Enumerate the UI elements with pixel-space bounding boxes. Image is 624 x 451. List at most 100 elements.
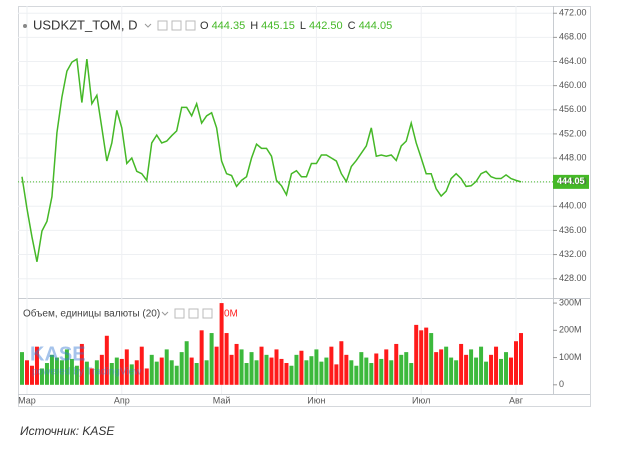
volume-tick-label: 0 [559,379,564,389]
volume-bar [24,360,29,385]
dropdown-icon[interactable] [144,23,152,28]
x-tick-label: Июн [307,395,325,405]
volume-bar [149,354,154,385]
ohlc-name: H [250,20,258,32]
volume-bar [514,341,519,385]
x-tick-label: Июл [412,395,430,405]
dropdown-icon[interactable] [161,311,169,316]
volume-bar [484,361,489,385]
volume-bar [29,365,34,385]
x-tick-label: Май [213,395,231,405]
volume-bar [104,335,109,385]
volume-bar [464,354,469,385]
volume-bar [139,346,144,385]
volume-bar [334,364,339,385]
volume-bar [344,354,349,385]
volume-bar [439,349,444,385]
volume-bar [509,357,514,385]
volume-title: Объем, единицы валюты (20) [23,308,160,320]
y-tick-label: 440.00 [559,201,587,211]
eye-button[interactable] [157,20,168,31]
x-tick-label: Авг [509,395,524,405]
volume-bar [324,357,329,385]
volume-bar [44,363,49,385]
settings-button[interactable] [188,308,199,319]
volume-bar [519,333,523,385]
volume-bar [394,343,399,385]
volume-bar [194,363,199,385]
ohlc-name: O [200,20,209,32]
volume-bar [229,354,234,385]
y-tick-label: 428.00 [559,273,587,283]
volume-bar [144,368,149,385]
volume-bar [489,354,494,385]
volume-bar [89,368,94,385]
volume-bar [354,365,359,385]
volume-bar [249,352,254,385]
volume-bar [259,346,264,385]
y-tick-label: 472.00 [559,8,587,18]
volume-bar [64,349,69,385]
watermark-logo: KASE [30,343,86,365]
volume-tick-label: 100M [559,352,582,362]
volume-bar [159,357,164,385]
volume-bar [169,360,174,385]
y-tick-label: 460.00 [559,80,587,90]
volume-bar [59,360,64,385]
volume-bar [364,357,369,385]
volume-bar [369,363,374,385]
volume-bar [79,343,84,385]
y-tick-label: 468.00 [559,32,587,42]
volume-bar [329,346,334,385]
volume-bar [414,324,419,385]
volume-tick-label: 200M [559,325,582,335]
volume-bar [309,356,314,385]
ohlc-value: 442.50 [309,20,343,32]
volume-bar [399,354,404,385]
volume-bar [429,333,434,385]
volume-bar [294,354,299,385]
volume-bar [469,349,474,385]
volume-bar [164,349,169,385]
legend-dot [23,24,27,28]
close-button[interactable] [202,308,213,319]
volume-bar [209,333,214,385]
y-tick-label: 444.00 [559,177,587,187]
volume-bar [314,349,319,385]
volume-bar [304,360,309,385]
ohlc-value: 444.05 [359,20,393,32]
settings-button[interactable] [171,20,182,31]
volume-bar [94,360,99,385]
volume-tick-label: 300M [559,297,582,307]
last-value-box [553,174,589,189]
volume-bar [74,365,79,385]
volume-bar [224,333,229,385]
volume-bar [339,341,344,385]
eye-button[interactable] [174,308,185,319]
volume-bar [499,358,504,385]
volume-bar [234,343,239,385]
volume-bar [409,363,414,385]
volume-bar [54,357,59,385]
volume-bar [454,360,459,385]
volume-bar [504,352,509,385]
y-tick-label: 464.00 [559,56,587,66]
volume-bar [254,360,259,385]
volume-bar [349,360,354,385]
volume-bar [39,368,44,385]
volume-bar [274,349,279,385]
y-tick-label: 448.00 [559,152,587,162]
volume-bar [384,349,389,385]
volume-bar [114,357,119,385]
x-tick-label: Мар [18,395,36,405]
y-tick-label: 436.00 [559,225,587,235]
source: Источник: KASE [20,424,115,438]
volume-bar [20,352,24,385]
close-button[interactable] [185,20,196,31]
volume-bar [204,360,209,385]
volume-bar [214,346,219,385]
volume-bar [69,358,74,385]
volume-last: 0M [224,309,238,320]
volume-bar [279,358,284,385]
